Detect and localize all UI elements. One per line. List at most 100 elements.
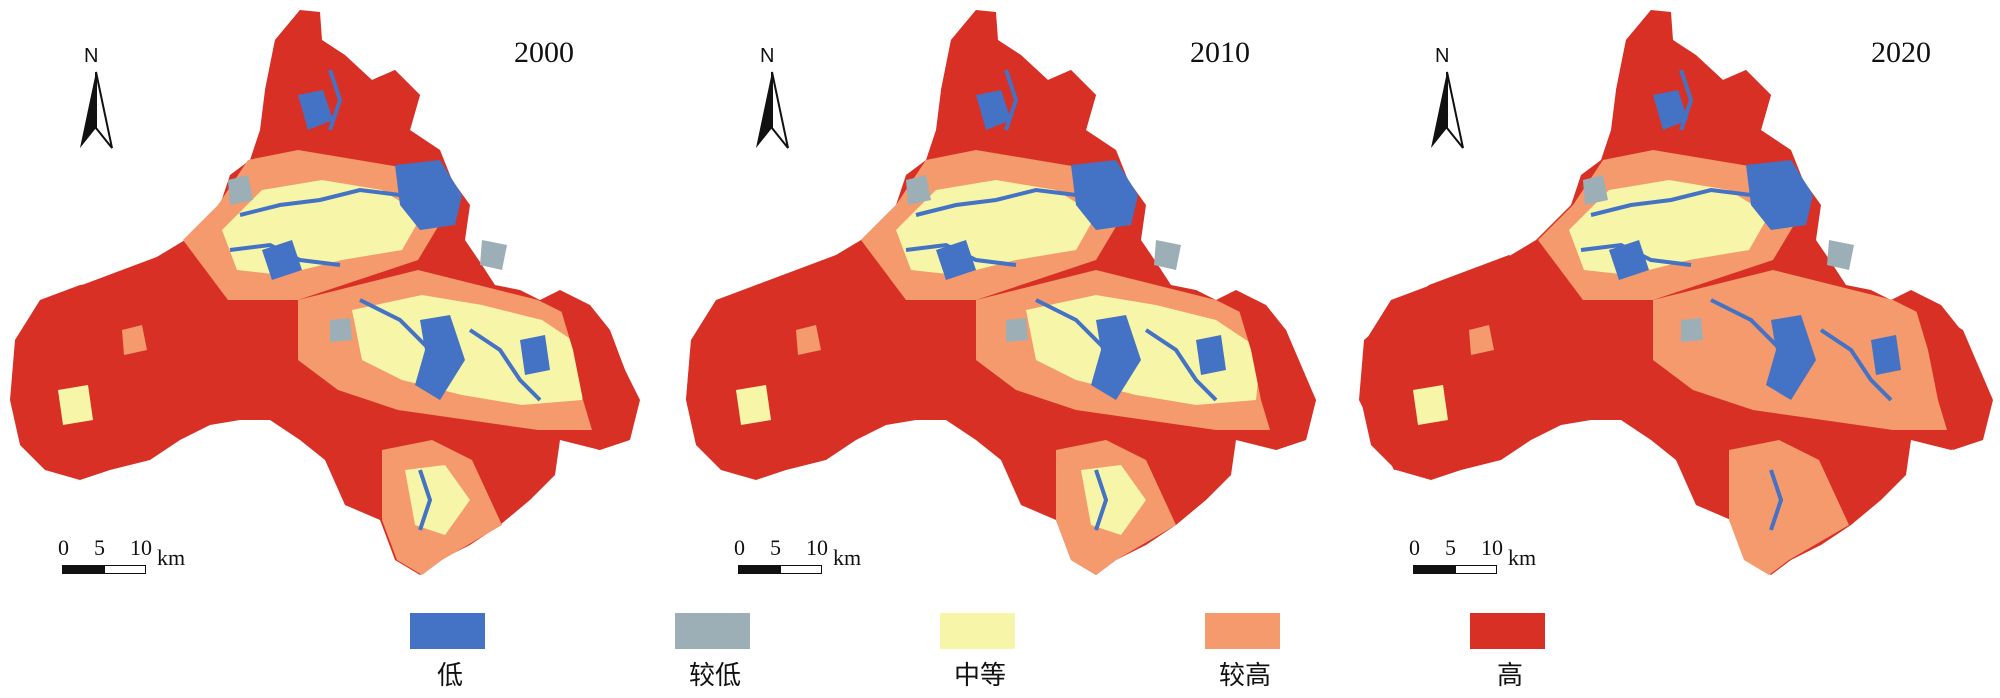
region-outline <box>1361 10 1991 575</box>
north-arrow-icon <box>80 71 113 149</box>
scale-tick-5: 5 <box>770 535 781 560</box>
map-region-2010 <box>686 10 1316 575</box>
scale-unit: km <box>157 545 186 570</box>
scale-tick-0: 0 <box>58 535 69 560</box>
legend-label-higher: 较高 <box>1218 661 1271 691</box>
north-label: N <box>84 45 99 67</box>
zone-medium <box>1413 385 1448 425</box>
legend-item-medium: 中等 <box>920 598 1040 693</box>
river-line <box>1769 469 1784 531</box>
zone-lower <box>1154 240 1181 270</box>
river-line <box>1004 69 1019 131</box>
legend-item-higher: 较高 <box>1185 598 1305 693</box>
map-region-2020 <box>1359 10 1993 575</box>
zone-medium <box>58 385 93 425</box>
north-arrow: N <box>752 45 792 149</box>
legend-item-lower: 较低 <box>655 598 775 693</box>
zone-higher <box>796 325 821 355</box>
river-line <box>328 69 343 131</box>
scale-tick-5: 5 <box>1445 535 1456 560</box>
zone-lower <box>906 175 931 205</box>
zone-high <box>1359 255 1559 470</box>
scale-bar: 0 5 10 km <box>1409 535 1569 585</box>
legend: 低 较低 中等 较高 高 <box>390 598 1610 693</box>
scale-bar-black <box>1413 565 1456 574</box>
zone-low <box>976 90 1011 130</box>
map-panel-2010: N 2010 0 5 10 km <box>676 0 1336 590</box>
legend-label-lower: 较低 <box>688 661 741 691</box>
legend-swatch-lower <box>675 613 750 649</box>
river-line <box>1035 298 1118 391</box>
panel-year: 2020 <box>1871 36 1931 69</box>
river-line <box>418 469 433 531</box>
zone-medium <box>736 385 771 425</box>
north-arrow-icon <box>756 71 789 149</box>
legend-item-high: 高 <box>1450 598 1570 693</box>
zone-lower <box>1006 318 1028 342</box>
scale-tick-0: 0 <box>734 535 745 560</box>
river-line <box>468 328 542 402</box>
map-panel-2000: N 2000 0 5 10 km <box>0 0 660 590</box>
scale-unit: km <box>1508 545 1537 570</box>
river-line <box>1580 242 1692 267</box>
zone-low <box>1091 315 1141 400</box>
zone-lower <box>1681 318 1703 342</box>
zone-low <box>936 240 976 280</box>
panel-year: 2000 <box>514 36 574 69</box>
zone-low <box>298 90 333 130</box>
river-line <box>1679 69 1694 131</box>
scale-tick-5: 5 <box>94 535 105 560</box>
zone-lower <box>1583 175 1608 205</box>
scale-bar: 0 5 10 km <box>734 535 894 585</box>
legend-label-low: 低 <box>436 661 463 691</box>
river-line <box>1094 469 1109 531</box>
zone-low <box>1746 160 1813 230</box>
river-line <box>1144 328 1218 402</box>
zone-medium <box>1081 465 1146 535</box>
north-label: N <box>1435 45 1450 67</box>
zone-low <box>262 240 302 280</box>
zone-high <box>1913 300 1993 450</box>
legend-label-high: 高 <box>1496 661 1523 691</box>
zone-high <box>1236 300 1316 450</box>
river-line <box>1710 298 1793 391</box>
legend-swatch-low <box>410 613 485 649</box>
legend-swatch-medium <box>940 613 1015 649</box>
scale-tick-0: 0 <box>1409 535 1420 560</box>
zone-low <box>1609 240 1649 280</box>
scale-tick-10: 10 <box>1481 535 1503 560</box>
scale-tick-10: 10 <box>806 535 828 560</box>
river-line <box>1590 187 1752 217</box>
north-arrow-icon <box>1431 71 1464 149</box>
region-outline <box>10 10 640 575</box>
river-line <box>1819 328 1893 402</box>
zone-low <box>1871 335 1901 375</box>
zone-low <box>1766 315 1816 400</box>
river-line <box>905 242 1017 267</box>
zone-lower <box>228 175 253 205</box>
zone-medium <box>405 465 470 535</box>
map-region-2000 <box>10 10 640 575</box>
zone-low <box>415 315 465 400</box>
zone-lower <box>480 240 507 270</box>
scale-tick-10: 10 <box>130 535 152 560</box>
legend-swatch-higher <box>1205 613 1280 649</box>
legend-swatch-high <box>1470 613 1545 649</box>
zone-higher <box>1699 295 1934 405</box>
zone-low <box>1196 335 1226 375</box>
zone-low <box>1071 160 1138 230</box>
river-line <box>359 298 442 391</box>
zone-low <box>395 160 462 230</box>
scale-bar-black <box>62 565 105 574</box>
north-arrow: N <box>76 45 116 149</box>
scale-bar-white <box>780 565 822 574</box>
zone-high <box>941 10 1096 150</box>
zone-higher <box>1756 465 1821 535</box>
north-label: N <box>760 45 775 67</box>
legend-label-medium: 中等 <box>953 661 1006 691</box>
legend-item-low: 低 <box>390 598 510 693</box>
scale-bar-black <box>738 565 781 574</box>
zone-low <box>520 335 550 375</box>
scale-bar-white <box>104 565 146 574</box>
zone-medium <box>1026 295 1261 405</box>
